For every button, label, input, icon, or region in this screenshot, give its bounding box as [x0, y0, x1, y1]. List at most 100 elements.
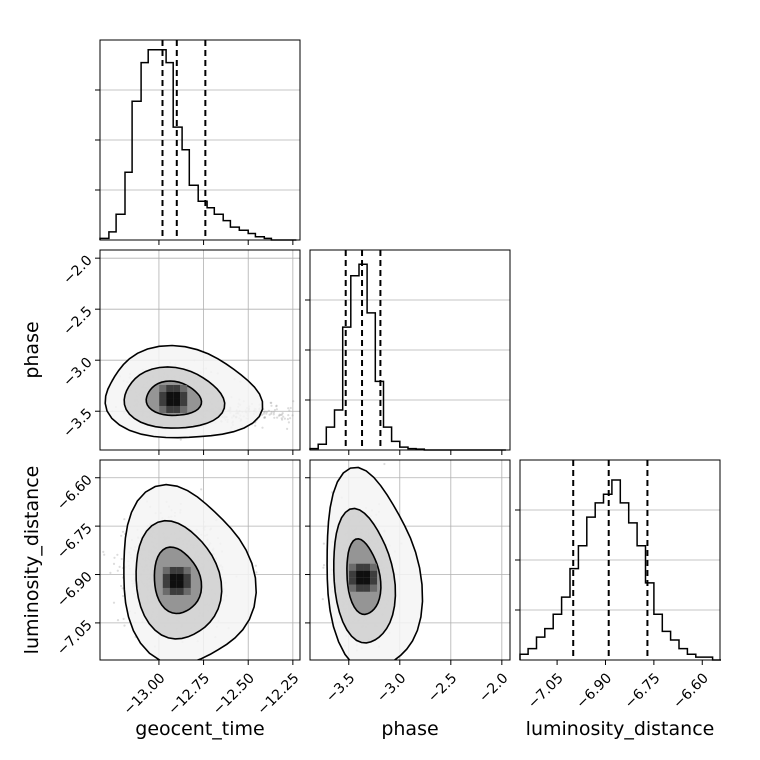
scatter-point	[287, 414, 290, 417]
scatter-point	[322, 542, 325, 545]
scatter-point	[262, 412, 265, 415]
density-cell	[162, 580, 170, 588]
scatter-point	[273, 408, 276, 412]
scatter-point	[122, 594, 125, 598]
scatter-point	[270, 401, 273, 404]
density-cell	[356, 570, 364, 578]
scatter-point	[121, 530, 125, 533]
scatter-point	[286, 427, 289, 430]
x-tick-label: −12.75	[165, 670, 213, 718]
scatter-point	[123, 624, 126, 627]
scatter-point	[383, 462, 386, 466]
scatter-point	[289, 406, 292, 410]
scatter-point	[278, 413, 281, 416]
density-cell	[173, 398, 181, 406]
scatter-point	[120, 557, 123, 561]
scatter-point	[116, 619, 120, 622]
density-cell	[173, 391, 181, 399]
scatter-point	[118, 565, 121, 569]
x-tick-label: −3.0	[374, 670, 409, 705]
density-cell	[166, 391, 174, 399]
y-axis-label-luminosity_distance: luminosity_distance	[21, 466, 43, 655]
density-cell	[166, 384, 174, 392]
density-cell	[166, 398, 174, 406]
density-cell	[169, 566, 177, 574]
density-cell	[176, 580, 184, 588]
scatter-point	[263, 411, 266, 414]
scatter-point	[270, 404, 273, 407]
scatter-point	[287, 407, 290, 410]
x-tick-label: −2.0	[476, 670, 511, 705]
scatter-point	[347, 426, 349, 428]
scatter-point	[263, 416, 266, 419]
density-cell	[349, 584, 357, 592]
density-cell	[183, 580, 191, 588]
scatter-point	[123, 518, 126, 521]
scatter-point	[353, 410, 355, 412]
scatter-point	[322, 564, 326, 567]
x-tick-label: −13.00	[121, 670, 169, 718]
scatter-point	[116, 569, 119, 572]
scatter-point	[286, 418, 289, 421]
y-tick-label: −6.75	[54, 520, 96, 562]
scatter-point	[267, 409, 270, 412]
scatter-point	[289, 417, 292, 420]
scatter-point	[287, 421, 290, 424]
scatter-point	[122, 617, 125, 621]
scatter-point	[301, 406, 303, 408]
x-tick-label: −12.25	[255, 670, 303, 718]
scatter-point	[275, 404, 278, 407]
scatter-point	[109, 571, 112, 575]
scatter-point	[280, 413, 284, 416]
scatter-point	[412, 416, 414, 418]
histogram-steps	[309, 263, 506, 451]
density-cell	[162, 566, 170, 574]
scatter-point	[275, 408, 278, 411]
density-cell	[159, 398, 167, 406]
density-cell	[183, 587, 191, 595]
scatter-point	[255, 571, 258, 574]
scatter-point	[268, 413, 271, 416]
histogram-steps	[99, 48, 297, 241]
scatter-point	[270, 412, 273, 415]
scatter-point	[102, 550, 105, 554]
scatter-point	[302, 404, 304, 406]
density-cell	[180, 398, 188, 406]
density-cell	[159, 405, 167, 413]
density-cell	[169, 587, 177, 595]
density-cell	[370, 563, 378, 571]
scatter-point	[113, 556, 116, 559]
scatter-point	[314, 411, 316, 413]
density-cell	[370, 584, 378, 592]
scatter-point	[263, 416, 266, 419]
density-cell	[180, 384, 188, 392]
density-cell	[356, 584, 364, 592]
joint-panel-geocent_time-luminosity_distance	[95, 459, 301, 665]
scatter-point	[280, 417, 283, 420]
scatter-point	[112, 562, 116, 566]
density-cell	[162, 587, 170, 595]
scatter-point	[265, 410, 269, 413]
x-tick-label: −2.5	[425, 670, 460, 705]
density-cell	[162, 573, 170, 581]
scatter-point	[365, 408, 367, 410]
scatter-point	[273, 416, 276, 419]
scatter-point	[291, 414, 294, 417]
scatter-point	[263, 416, 266, 419]
scatter-point	[276, 416, 279, 419]
scatter-point	[429, 417, 431, 419]
x-tick-label: −6.60	[670, 670, 712, 712]
joint-panel-geocent_time-phase	[95, 249, 431, 455]
scatter-point	[281, 412, 284, 415]
histogram-panel-geocent_time	[95, 39, 301, 245]
scatter-point	[279, 413, 282, 417]
panel-content	[104, 344, 431, 441]
y-tick-label: −3.5	[60, 406, 95, 441]
density-cell	[159, 384, 167, 392]
x-tick-label: −3.5	[323, 670, 358, 705]
scatter-point	[254, 424, 257, 427]
scatter-point	[346, 406, 348, 408]
density-cell	[349, 563, 357, 571]
panel-frame	[99, 249, 301, 451]
